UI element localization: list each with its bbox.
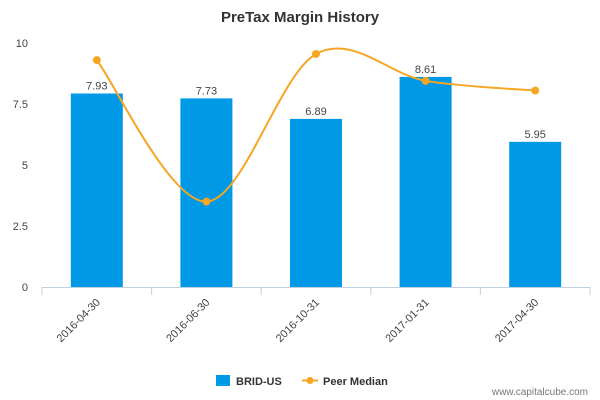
chart-title: PreTax Margin History — [221, 9, 380, 26]
legend-swatch-peer-median-dot — [306, 377, 314, 384]
bar-data-labels: 7.93 7.73 6.89 8.61 5.95 — [86, 64, 546, 141]
peer-median-point — [531, 86, 540, 95]
x-tick-label: 2016-04-30 — [55, 297, 103, 345]
bar-data-label: 7.93 — [86, 81, 107, 93]
y-tick-label: 10 — [16, 38, 28, 50]
peer-median-point — [92, 56, 101, 65]
x-tick-label: 2017-04-30 — [493, 297, 541, 345]
x-tick-label: 2016-10-31 — [274, 297, 322, 345]
x-axis: 2016-04-30 2016-06-30 2016-10-31 2017-01-31… — [41, 287, 591, 345]
bar — [399, 76, 452, 287]
bar — [70, 93, 123, 288]
y-tick-label: 0 — [22, 282, 28, 294]
peer-median-points — [92, 49, 540, 206]
x-tick-label: 2016-06-30 — [164, 297, 212, 345]
legend-label-brid-us: BRID-US — [236, 376, 282, 388]
y-axis: 0 2.5 5 7.5 10 — [13, 38, 28, 294]
peer-median-point — [312, 49, 320, 58]
bar-data-label: 7.73 — [196, 85, 217, 97]
bar — [290, 118, 342, 287]
bar-data-label: 8.61 — [415, 64, 436, 76]
bar-data-label: 5.95 — [524, 129, 545, 141]
y-tick-label: 5 — [22, 160, 28, 172]
y-tick-label: 2.5 — [13, 221, 28, 233]
legend-swatch-brid-us — [216, 375, 230, 386]
y-tick-label: 7.5 — [13, 99, 28, 111]
x-tick-label: 2017-01-31 — [383, 297, 431, 345]
bar-data-label: 6.89 — [305, 106, 326, 118]
legend-label-peer-median: Peer Median — [323, 376, 388, 388]
bar — [509, 141, 562, 287]
peer-median-line — [96, 47, 536, 203]
legend: BRID-US Peer Median — [216, 375, 388, 388]
credit-text: www.capitalcube.com — [491, 387, 588, 398]
peer-median-point — [202, 197, 211, 206]
peer-median-point — [421, 76, 430, 85]
